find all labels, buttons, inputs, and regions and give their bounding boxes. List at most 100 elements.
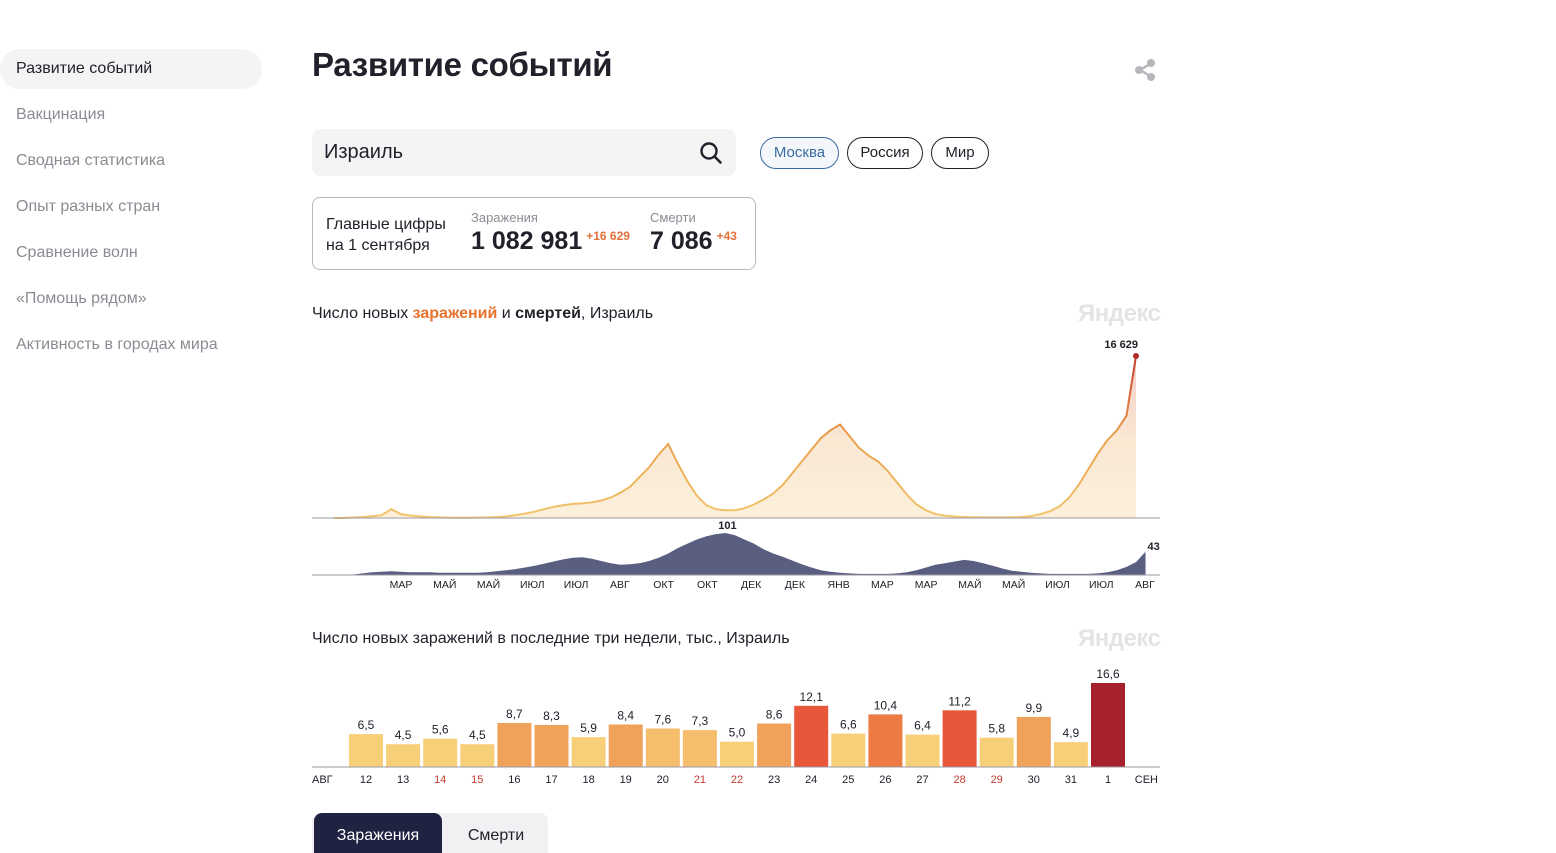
infections-line xyxy=(334,355,1137,519)
summary-card: Главные цифры на 1 сентября Заражения 1 … xyxy=(312,197,756,270)
bar-chart: 6,5124,5135,6144,5158,7168,3175,9188,419… xyxy=(312,667,1160,786)
daily-chart-title-mid: и xyxy=(497,305,516,322)
bar xyxy=(349,734,383,767)
deaths-area xyxy=(334,533,1146,575)
infections-value: 1 082 981 xyxy=(471,227,583,255)
x-tick-label: ДЕК xyxy=(741,579,762,591)
daily-chart-title-suffix: , Израиль xyxy=(580,305,654,322)
sidebar: Развитие событий Вакцинация Сводная стат… xyxy=(0,49,262,371)
search-icon[interactable] xyxy=(698,140,724,166)
bar xyxy=(942,710,977,767)
x-tick-label: МАР xyxy=(390,579,413,591)
bar-end-label: СЕН xyxy=(1135,774,1158,786)
infections-peak-point xyxy=(1133,353,1139,359)
bar-category-label: 20 xyxy=(657,774,669,786)
bar-value-label: 4,9 xyxy=(1063,726,1080,740)
bar xyxy=(645,728,680,767)
x-tick-label: АВГ xyxy=(610,579,630,591)
bar-category-label: 30 xyxy=(1028,774,1040,786)
bar xyxy=(571,737,606,767)
bar-category-label: 25 xyxy=(842,774,854,786)
x-tick-label: МАР xyxy=(871,579,894,591)
x-tick-label: МАЙ xyxy=(433,578,456,591)
x-tick-label: МАР xyxy=(915,579,938,591)
x-tick-label: ИЮЛ xyxy=(564,579,589,591)
bar-value-label: 6,5 xyxy=(358,718,375,732)
bar-category-label: 16 xyxy=(508,774,520,786)
bar-category-label: 15 xyxy=(471,774,483,786)
bar-value-label: 7,6 xyxy=(654,713,671,727)
infections-delta: +16 629 xyxy=(586,229,630,243)
x-tick-label: ОКТ xyxy=(697,579,718,591)
tab-infections[interactable]: Заражения xyxy=(314,813,442,853)
bar xyxy=(460,744,495,767)
sidebar-item-city-activity[interactable]: Активность в городах мира xyxy=(16,336,218,353)
sidebar-item-vaccination[interactable]: Вакцинация xyxy=(16,106,106,123)
bar-category-label: 1 xyxy=(1105,774,1111,786)
bar-value-label: 8,3 xyxy=(543,709,560,723)
bar-value-label: 6,4 xyxy=(914,719,931,733)
summary-heading-line1: Главные цифры xyxy=(326,216,446,233)
bar-category-label: 23 xyxy=(768,774,780,786)
region-chip-moscow[interactable]: Москва xyxy=(760,137,839,169)
daily-chart-title-infections: заражений xyxy=(412,305,498,322)
bar xyxy=(794,705,829,767)
x-tick-label: ИЮЛ xyxy=(1045,579,1070,591)
deaths-label: Смерти xyxy=(650,210,696,225)
bar-category-label: 24 xyxy=(805,774,817,786)
bar-category-label: 13 xyxy=(397,774,409,786)
bar-category-label: 27 xyxy=(916,774,928,786)
bar-category-label: 19 xyxy=(620,774,632,786)
sidebar-item-help-nearby[interactable]: «Помощь рядом» xyxy=(16,290,147,307)
bar-value-label: 8,7 xyxy=(506,707,523,721)
daily-chart: 16 629 101 43 МАР МАЙ МАЙ ИЮЛ ИЮЛ АВГ ОКТ ОКТ ДЕК ДЕ… xyxy=(312,339,1160,591)
bar-value-label: 6,6 xyxy=(840,718,857,732)
sidebar-item-summary-stats[interactable]: Сводная статистика xyxy=(16,152,166,169)
x-tick-label: ОКТ xyxy=(653,579,674,591)
region-chip-world[interactable]: Мир xyxy=(931,137,989,169)
bar-category-label: 14 xyxy=(434,774,446,786)
x-tick-label: АВГ xyxy=(1135,579,1155,591)
deaths-stat: Смерти 7 086 +43 xyxy=(650,210,737,256)
bar xyxy=(868,714,903,767)
bar-value-label: 9,9 xyxy=(1025,701,1042,715)
bar-category-label: 31 xyxy=(1065,774,1077,786)
bar xyxy=(979,737,1014,767)
bar-value-label: 12,1 xyxy=(800,690,824,704)
bar xyxy=(386,744,421,767)
share-icon[interactable] xyxy=(1132,58,1158,82)
bar-value-label: 11,2 xyxy=(948,694,971,708)
bar-value-label: 7,3 xyxy=(692,714,709,728)
sidebar-item-countries[interactable]: Опыт разных стран xyxy=(16,198,161,215)
sidebar-item-waves[interactable]: Сравнение волн xyxy=(16,244,138,261)
bar-value-label: 16,6 xyxy=(1096,667,1120,681)
page-title: Развитие событий xyxy=(312,46,613,83)
bar xyxy=(1016,716,1051,767)
x-tick-label: ДЕК xyxy=(785,579,806,591)
metric-tabs: Заражения Смерти xyxy=(312,813,548,853)
bar-value-label: 8,6 xyxy=(766,708,783,722)
infections-label: Заражения xyxy=(471,210,538,225)
bar-value-label: 5,6 xyxy=(432,723,449,737)
summary-heading: Главные цифры на 1 сентября xyxy=(326,214,446,256)
x-tick-label: МАЙ xyxy=(1002,578,1025,591)
bar xyxy=(534,725,569,767)
search-input[interactable] xyxy=(324,129,684,176)
bar xyxy=(1091,683,1125,767)
x-tick-label: ЯНВ xyxy=(828,579,850,591)
x-tick-label: МАЙ xyxy=(477,578,500,591)
bar xyxy=(423,738,458,767)
bar-value-label: 8,4 xyxy=(617,709,634,723)
bar-category-label: 12 xyxy=(360,774,372,786)
region-chip-russia[interactable]: Россия xyxy=(847,137,923,169)
bar-value-label: 4,5 xyxy=(469,728,486,742)
deaths-peak-label: 101 xyxy=(718,520,736,532)
tab-deaths[interactable]: Смерти xyxy=(467,827,525,844)
deaths-latest-label: 43 xyxy=(1148,541,1160,553)
x-tick-label: ИЮЛ xyxy=(1089,579,1114,591)
search-box xyxy=(312,129,736,176)
daily-chart-title: Число новых заражений и смертей, Израиль xyxy=(312,305,653,323)
sidebar-item-events[interactable]: Развитие событий xyxy=(0,49,262,89)
bar-category-label: 28 xyxy=(953,774,965,786)
x-tick-label: МАЙ xyxy=(958,578,981,591)
